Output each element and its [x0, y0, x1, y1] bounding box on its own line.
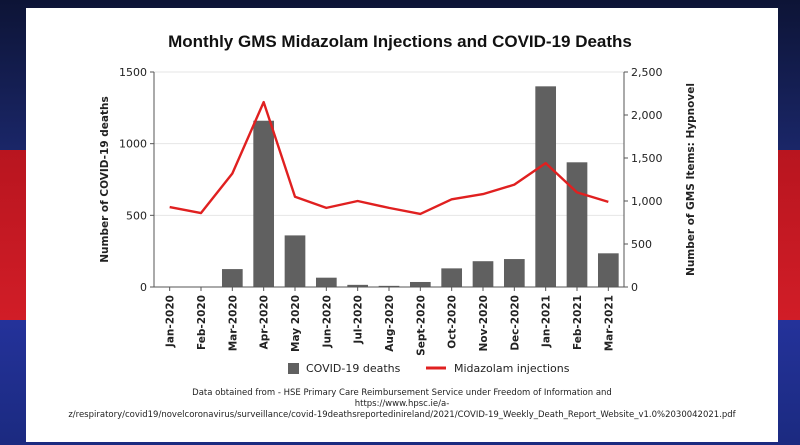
bar — [315, 277, 337, 287]
legend-label-deaths: COVID-19 deaths — [306, 362, 401, 375]
bar — [441, 268, 463, 287]
bar — [284, 235, 306, 287]
y-tick-label: 0 — [140, 281, 147, 294]
series-line-midazolam — [169, 100, 609, 216]
bar — [566, 162, 588, 287]
x-tick-label: Jan-2021 — [541, 295, 553, 348]
x-tick-label: May 2020 — [290, 295, 302, 352]
x-tick-label: Aug-2020 — [384, 295, 396, 352]
x-tick-label: Nov-2020 — [478, 295, 490, 351]
bar — [409, 281, 431, 287]
y-tick-label: 1500 — [119, 66, 147, 79]
chart: Monthly GMS Midazolam Injections and COV… — [99, 32, 697, 375]
y2-tick-label: 1,500 — [631, 152, 663, 165]
source-line-3: z/respiratory/covid19/novelcoronavirus/s… — [68, 410, 736, 420]
bar — [472, 261, 494, 287]
chart-panel: Monthly GMS Midazolam Injections and COV… — [26, 8, 778, 442]
x-tick-label: Sept-2020 — [415, 295, 427, 356]
bar — [535, 86, 557, 287]
y2-tick-label: 0 — [631, 281, 638, 294]
legend-label-midazolam: Midazolam injections — [454, 362, 570, 375]
y2-tick-label: 2,000 — [631, 109, 663, 122]
bar — [597, 253, 619, 287]
bar — [503, 259, 525, 287]
y2-axis-title: Number of GMS Items: Hypnovel — [685, 83, 697, 276]
source-line-2: https://www.hpsc.ie/a- — [354, 399, 450, 409]
legend-swatch-deaths — [288, 363, 299, 374]
x-tick-label: Jun-2020 — [321, 295, 333, 348]
bar — [347, 284, 369, 287]
bar — [221, 269, 243, 287]
y-axis-title: Number of COVID-19 deaths — [99, 96, 111, 263]
y2-tick-label: 2,500 — [631, 66, 663, 79]
x-tick-label: Feb-2020 — [196, 295, 208, 350]
x-tick-label: Jan-2020 — [165, 295, 177, 348]
chart-title: Monthly GMS Midazolam Injections and COV… — [168, 32, 632, 51]
bar — [378, 285, 400, 287]
source-line-1: Data obtained from - HSE Primary Care Re… — [192, 388, 612, 398]
x-tick-label: Oct-2020 — [447, 295, 459, 349]
x-tick-label: Mar-2020 — [227, 295, 239, 351]
x-tick-label: Feb-2021 — [572, 295, 584, 350]
x-tick-label: Apr-2020 — [259, 295, 271, 349]
x-tick-label: Jul-2020 — [353, 295, 365, 345]
y2-tick-label: 1,000 — [631, 195, 663, 208]
x-tick-label: Mar-2021 — [603, 295, 615, 351]
x-tick-label: Dec-2020 — [509, 295, 521, 351]
y-tick-label: 1000 — [119, 138, 147, 151]
y-tick-label: 500 — [126, 209, 147, 222]
bar — [253, 120, 275, 287]
y2-tick-label: 500 — [631, 238, 652, 251]
